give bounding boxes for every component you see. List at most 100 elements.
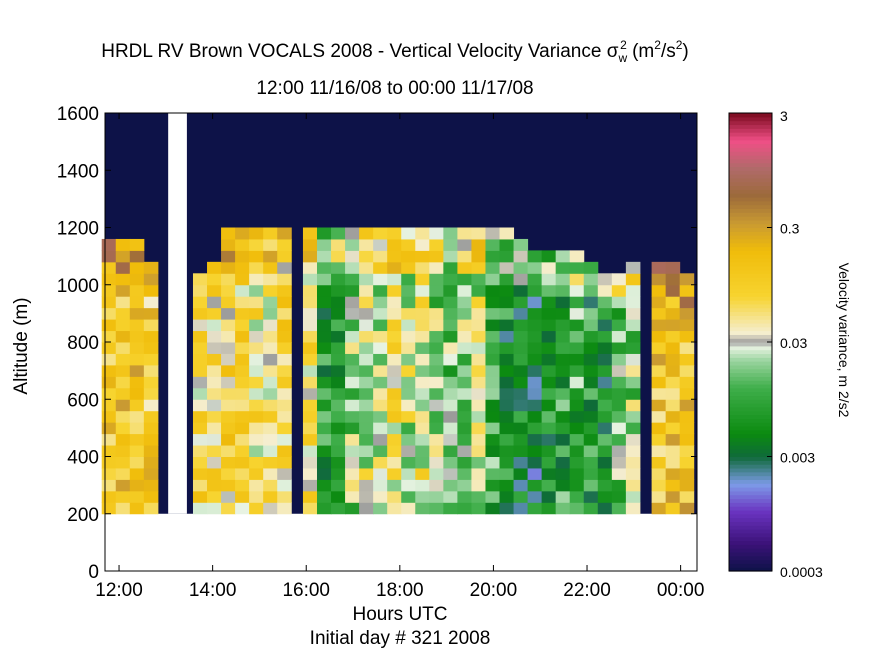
heatmap-cell (415, 364, 430, 377)
colorbar-segment (729, 231, 772, 236)
colorbar-segment (729, 357, 772, 362)
heatmap-cell (499, 227, 515, 240)
heatmap-cell (401, 410, 416, 423)
heatmap-cell (443, 502, 458, 515)
heatmap-cell (665, 433, 681, 446)
heatmap-cell (485, 307, 501, 320)
heatmap-cell (316, 387, 332, 400)
heatmap-cell (129, 467, 145, 480)
heatmap-cell (129, 399, 145, 412)
heatmap-cell (665, 410, 681, 423)
heatmap-cell (263, 410, 278, 423)
colorbar-segment (729, 452, 772, 458)
heatmap-cell (249, 490, 264, 503)
heatmap-cell (401, 250, 416, 263)
heatmap-cell (485, 261, 501, 274)
sigma-subscript: w (618, 51, 628, 65)
heatmap-cell (541, 250, 557, 263)
colorbar-segment (729, 364, 772, 370)
heatmap-cell (263, 456, 278, 469)
heatmap-cell (115, 319, 131, 332)
colorbar-segment (729, 521, 772, 526)
y-tick-label: 200 (67, 505, 99, 526)
heatmap-cell (527, 422, 543, 435)
heatmap-cell (651, 319, 667, 332)
heatmap-cell (555, 250, 571, 263)
y-tick-label: 1000 (57, 276, 99, 297)
heatmap-cell (471, 342, 486, 354)
heatmap-cell (457, 330, 472, 343)
heatmap-cell (302, 456, 318, 469)
x-tick-label: 14:00 (189, 580, 237, 601)
heatmap-cell (129, 353, 145, 366)
heatmap-cell (221, 296, 236, 309)
heatmap-cell (415, 490, 430, 503)
heatmap-cell (541, 422, 557, 435)
colorbar-segment (729, 216, 772, 221)
heatmap-cell (115, 445, 131, 457)
heatmap-cell (485, 399, 501, 412)
heatmap-cell (387, 479, 402, 492)
heatmap-cell (263, 261, 278, 274)
heatmap-cell (679, 445, 695, 457)
heatmap-cell (665, 353, 681, 366)
heatmap-cell (569, 261, 585, 274)
heatmap-cell (443, 399, 458, 412)
heatmap-cell (277, 490, 292, 503)
title-units-sup2: 2 (675, 38, 683, 52)
heatmap-cell (302, 307, 318, 320)
heatmap-cell (302, 433, 318, 446)
heatmap-cell (235, 399, 250, 412)
heatmap-cell (249, 284, 264, 297)
heatmap-cell (129, 445, 145, 457)
heatmap-cell (541, 399, 557, 412)
y-tick-label: 400 (67, 448, 99, 469)
heatmap-cell (359, 296, 374, 309)
heatmap-cell (115, 342, 131, 354)
heatmap-cell (302, 261, 318, 274)
colorbar-segment (729, 536, 772, 542)
heatmap-cell (651, 364, 667, 377)
heatmap-cell (207, 296, 222, 309)
heatmap-cell (387, 273, 402, 286)
heatmap-cell (277, 410, 292, 423)
heatmap-cell (373, 284, 388, 297)
heatmap-cell (625, 284, 641, 297)
heatmap-cell (555, 342, 571, 354)
heatmap-cell (443, 490, 458, 503)
heatmap-cell (101, 422, 117, 435)
heatmap-cell (611, 445, 627, 457)
heatmap-cell (373, 399, 388, 412)
heatmap-cell (569, 490, 585, 503)
colorbar-segment (729, 307, 772, 313)
heatmap-cell (541, 284, 557, 297)
heatmap-cell (443, 376, 458, 389)
heatmap-cell (485, 353, 501, 366)
heatmap-cell (221, 456, 236, 469)
heatmap-cell (569, 319, 585, 332)
heatmap-cell (555, 376, 571, 389)
heatmap-cell (207, 490, 222, 503)
heatmap-cell (345, 445, 360, 457)
heatmap-cell (345, 490, 360, 503)
colorbar-segment (729, 403, 772, 408)
heatmap-cell (513, 376, 529, 389)
heatmap-cell (443, 330, 458, 343)
heatmap-cell (429, 387, 444, 400)
heatmap-cell (129, 502, 145, 515)
heatmap-cell (443, 238, 458, 251)
colorbar-segment (729, 227, 772, 232)
heatmap-cell (277, 273, 292, 286)
heatmap-cell (499, 467, 515, 480)
heatmap-cell (263, 387, 278, 400)
heatmap-cell (665, 364, 681, 377)
heatmap-cell (583, 261, 599, 274)
heatmap-cell (101, 376, 117, 389)
y-tick-label: 1600 (57, 104, 99, 125)
heatmap-cell (665, 284, 681, 297)
heatmap-cell (415, 387, 430, 400)
heatmap-cell (583, 273, 599, 286)
heatmap-cell (387, 490, 402, 503)
heatmap-cell (443, 387, 458, 400)
x-axis-label: Hours UTC (352, 604, 448, 625)
